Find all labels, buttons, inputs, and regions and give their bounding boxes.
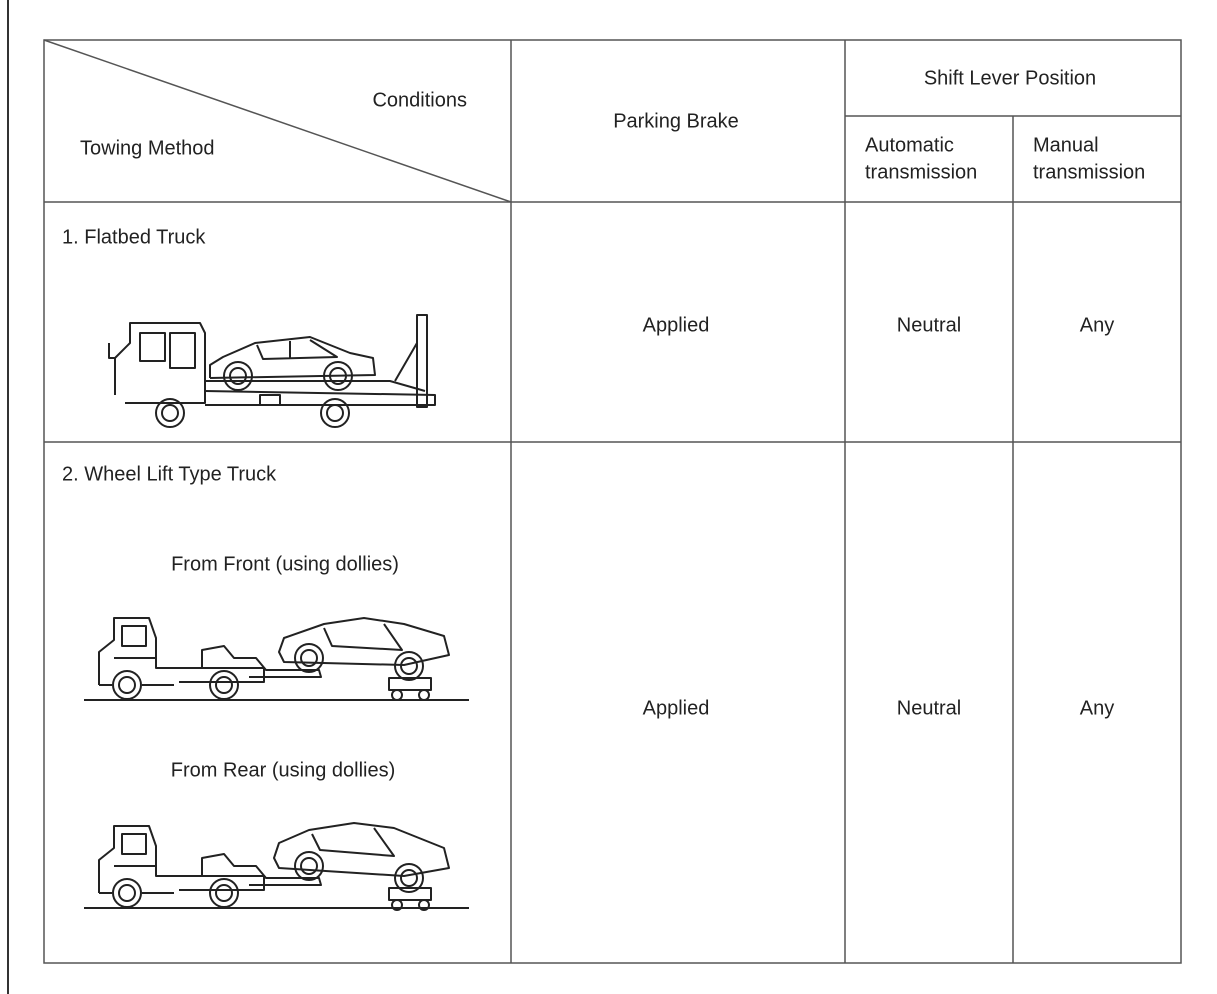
wheel-lift-rear-illustration-part [84, 826, 469, 908]
wheel-lift-front-illustration-part [418, 689, 430, 701]
wheel-lift-rear-illustration-part [273, 822, 450, 877]
header-automatic: Automatic [865, 134, 954, 156]
wheel-lift-rear-illustration-part [294, 851, 324, 881]
row-variant: From Rear (using dollies) [171, 759, 396, 781]
flatbed-illustration-part [259, 394, 281, 406]
flatbed-illustration-part [394, 314, 428, 408]
cell-parking-brake: Applied [643, 697, 710, 719]
flatbed-illustration-part [320, 398, 350, 428]
header-conditions: Conditions [372, 89, 467, 111]
wheel-lift-front-illustration-part [294, 643, 324, 673]
flatbed-illustration-part [204, 380, 436, 406]
flatbed-illustration-part [139, 332, 196, 369]
flatbed-illustration-part [209, 336, 376, 379]
cell-automatic: Neutral [897, 697, 961, 719]
header-shift-lever: Shift Lever Position [924, 67, 1096, 89]
wheel-lift-front-illustration [84, 617, 469, 701]
wheel-lift-front-illustration-part [388, 677, 432, 691]
header-manual: Manual [1033, 134, 1099, 156]
table-grid [43, 39, 1182, 964]
cell-parking-brake: Applied [643, 314, 710, 336]
cell-automatic: Neutral [897, 314, 961, 336]
wheel-lift-front-illustration-part [323, 623, 403, 651]
row-method: 1. Flatbed Truck [62, 226, 206, 248]
flatbed-illustration-part [108, 322, 206, 404]
header-manual: transmission [1033, 161, 1145, 183]
table-grid-part [43, 39, 1182, 964]
wheel-lift-front-illustration-part [394, 651, 424, 681]
header-parking-brake: Parking Brake [613, 110, 739, 132]
header-automatic: transmission [865, 161, 977, 183]
flatbed-illustration-part [256, 339, 338, 360]
wheel-lift-rear-illustration-part [311, 827, 395, 857]
row-variant: From Front (using dollies) [171, 553, 399, 575]
cell-manual: Any [1080, 697, 1114, 719]
cell-manual: Any [1080, 314, 1114, 336]
wheel-lift-rear-illustration [84, 822, 469, 911]
row-method: 2. Wheel Lift Type Truck [62, 463, 277, 485]
wheel-lift-rear-illustration-part [391, 899, 403, 911]
wheel-lift-front-illustration-part [278, 617, 450, 666]
flatbed-illustration [108, 314, 436, 428]
wheel-lift-rear-illustration-part [418, 899, 430, 911]
wheel-lift-front-illustration-part [391, 689, 403, 701]
flatbed-illustration-part [223, 361, 253, 391]
wheel-lift-rear-illustration-part [388, 887, 432, 901]
header-towing-method: Towing Method [80, 137, 215, 159]
table-grid-part [43, 39, 512, 203]
